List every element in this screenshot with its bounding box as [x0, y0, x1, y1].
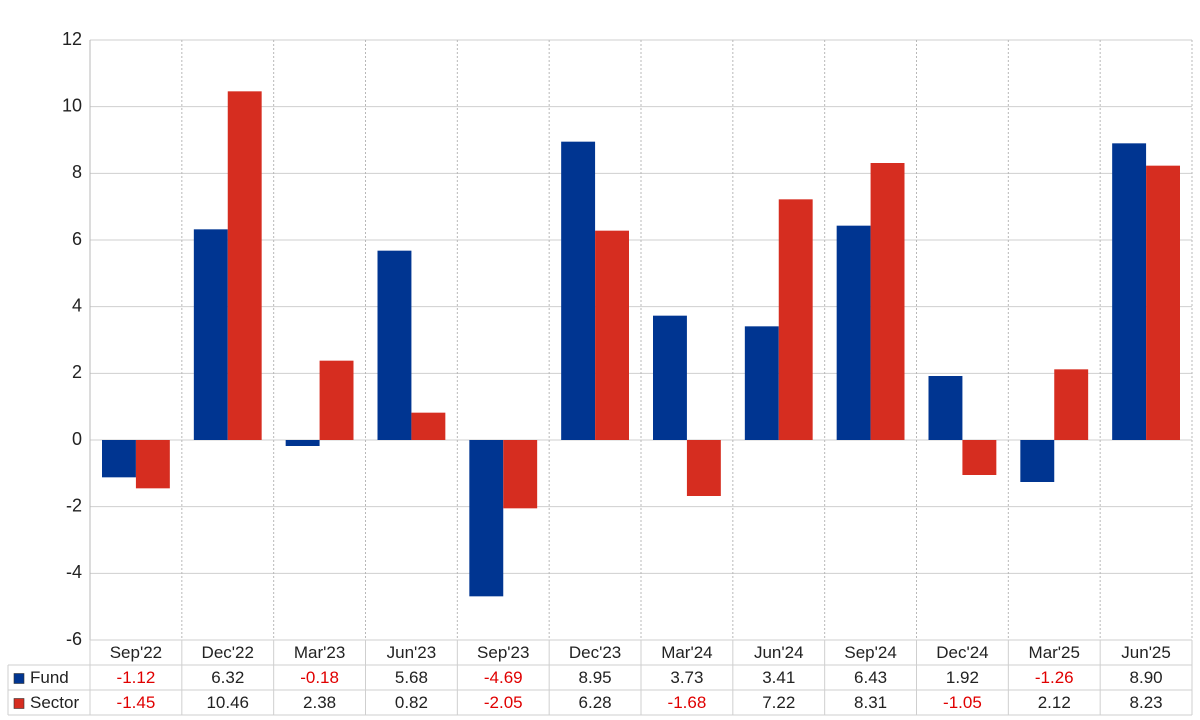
table-value: 6.43 — [854, 668, 887, 687]
bar — [285, 440, 320, 446]
x-tick-label: Jun'25 — [1121, 643, 1171, 662]
table-value: -2.05 — [484, 693, 523, 712]
x-tick-label: Dec'22 — [202, 643, 254, 662]
y-tick-label: 10 — [62, 95, 82, 115]
table-value: 6.28 — [579, 693, 612, 712]
bar — [561, 141, 596, 440]
bar — [836, 225, 871, 440]
table-value: 8.23 — [1130, 693, 1163, 712]
legend-swatch — [13, 698, 25, 709]
bar — [778, 199, 813, 440]
bar — [595, 230, 629, 440]
y-tick-label: 0 — [72, 429, 82, 449]
table-value: -1.12 — [117, 668, 156, 687]
y-tick-label: 8 — [72, 162, 82, 182]
table-value: -1.45 — [117, 693, 156, 712]
table-value: 2.38 — [303, 693, 336, 712]
bar — [1146, 165, 1180, 440]
bar — [1054, 369, 1089, 440]
bar — [1112, 143, 1147, 441]
table-value: 0.82 — [395, 693, 428, 712]
bar — [686, 440, 721, 496]
table-value: 3.73 — [670, 668, 703, 687]
y-tick-label: -2 — [66, 495, 82, 515]
table-value: 7.22 — [762, 693, 795, 712]
table-value: -0.18 — [300, 668, 339, 687]
bar — [135, 440, 170, 489]
table-value: -1.68 — [668, 693, 707, 712]
legend-swatch — [13, 673, 25, 684]
table-value: 8.31 — [854, 693, 887, 712]
table-value: -1.26 — [1035, 668, 1074, 687]
bar — [469, 440, 504, 597]
legend-label: Fund — [30, 668, 69, 687]
y-tick-label: 6 — [72, 229, 82, 249]
table-value: -4.69 — [484, 668, 523, 687]
bar — [962, 440, 997, 475]
x-tick-label: Sep'24 — [844, 643, 896, 662]
y-tick-label: -4 — [66, 562, 82, 582]
table-value: -1.05 — [943, 693, 982, 712]
table-value: 3.41 — [762, 668, 795, 687]
bar — [377, 250, 412, 440]
x-tick-label: Dec'24 — [936, 643, 988, 662]
bar — [319, 360, 354, 440]
bar — [653, 315, 687, 440]
bar — [102, 440, 136, 478]
table-value: 10.46 — [206, 693, 249, 712]
y-tick-label: 4 — [72, 295, 82, 315]
y-tick-label: -6 — [66, 629, 82, 649]
y-tick-label: 2 — [72, 362, 82, 382]
x-tick-label: Dec'23 — [569, 643, 621, 662]
x-tick-label: Jun'24 — [754, 643, 804, 662]
bar — [411, 412, 446, 440]
table-value: 5.68 — [395, 668, 428, 687]
table-value: 2.12 — [1038, 693, 1071, 712]
x-tick-label: Jun'23 — [387, 643, 437, 662]
bar — [744, 326, 779, 440]
table-value: 6.32 — [211, 668, 244, 687]
x-tick-label: Mar'24 — [661, 643, 712, 662]
bar — [870, 163, 905, 440]
table-value: 1.92 — [946, 668, 979, 687]
legend-label: Sector — [30, 693, 79, 712]
table-value: 8.95 — [579, 668, 612, 687]
bar — [928, 376, 963, 440]
bar — [1020, 440, 1055, 482]
y-tick-label: 12 — [62, 29, 82, 49]
bar — [227, 91, 262, 440]
x-tick-label: Mar'25 — [1029, 643, 1080, 662]
x-tick-label: Sep'23 — [477, 643, 529, 662]
x-tick-label: Mar'23 — [294, 643, 345, 662]
table-value: 8.90 — [1130, 668, 1163, 687]
x-tick-label: Sep'22 — [110, 643, 162, 662]
bar — [503, 440, 538, 509]
bar — [193, 229, 228, 440]
